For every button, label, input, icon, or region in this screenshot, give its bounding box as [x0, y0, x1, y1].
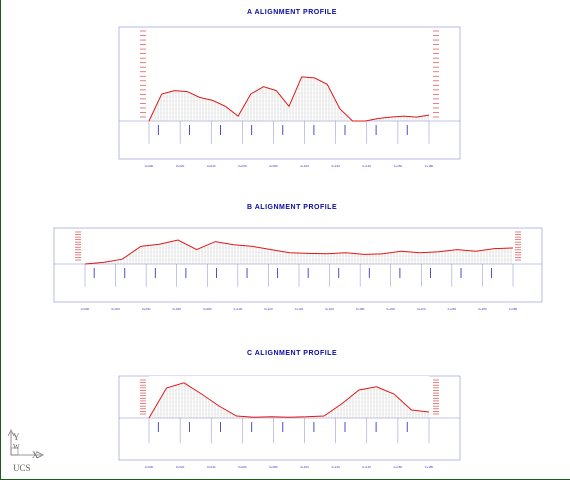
ucs-x-label: X [32, 450, 39, 460]
profile-a-chainage-label: 0+140 [363, 164, 372, 168]
profile-a-frame [118, 26, 461, 160]
profile-b-chainage-label: 0+060 [172, 307, 181, 311]
profile-c-chainage-label: 0+140 [363, 465, 372, 469]
profile-b-chainage-label: 0+160 [325, 307, 334, 311]
profile-c-chainage-label: 0+160 [394, 465, 403, 469]
profile-c-title: C ALIGNMENT PROFILE [247, 350, 338, 357]
profile-c-sky-mask [149, 376, 429, 418]
profile-a-chainage-label: 0+120 [331, 164, 340, 168]
profile-a-chainage-label: 0+160 [394, 164, 403, 168]
profile-a-sky-mask [149, 70, 429, 121]
profile-b-chainage-label: 0+020 [111, 307, 120, 311]
ucs-w-label: W [13, 443, 20, 451]
profile-b-chainage-label: 0+260 [478, 307, 487, 311]
profile-b-chainage-label: 0+080 [203, 307, 212, 311]
profile-c-chainage-label: 0+040 [207, 465, 216, 469]
ucs-y-label: Y [13, 432, 20, 442]
profile-c-chainage-label: 0+000 [145, 465, 154, 469]
profile-b-title: B ALIGNMENT PROFILE [247, 204, 338, 211]
profile-a-chainage-label: 0+080 [269, 164, 278, 168]
profile-b-chainage-label: 0+000 [81, 307, 90, 311]
profile-b-frame [53, 227, 543, 303]
profile-a-chainage-label: 0+000 [145, 164, 154, 168]
profile-b-chainage-label: 0+100 [234, 307, 243, 311]
profile-b-chainage-label: 0+280 [509, 307, 518, 311]
profile-c-chainage-label: 0+020 [176, 465, 185, 469]
profile-b-chainage-label: 0+200 [386, 307, 395, 311]
profile-a-chainage-label: 0+060 [238, 164, 247, 168]
profile-c-chainage-label: 0+120 [331, 465, 340, 469]
profile-a-ground-line [148, 76, 430, 122]
profile-a-title: A ALIGNMENT PROFILE [247, 9, 337, 16]
profile-b-chainage-label: 0+240 [448, 307, 457, 311]
profile-a-chainage-label: 0+020 [176, 164, 185, 168]
profile-b-ground-line [84, 239, 514, 265]
profile-c-chainage-label: 0+080 [269, 465, 278, 469]
profile-a-chainage-label: 0+040 [207, 164, 216, 168]
profile-a-chainage-label: 0+100 [300, 164, 309, 168]
profile-b-chainage-label: 0+140 [295, 307, 304, 311]
ucs-text-label: UCS [13, 463, 31, 473]
profile-c-chainage-label: 0+180 [425, 465, 434, 469]
profile-b-chainage-label: 0+040 [142, 307, 151, 311]
profile-c-chainage-label: 0+100 [300, 465, 309, 469]
profile-b-sky-mask [85, 230, 513, 264]
profile-b-chainage-label: 0+220 [417, 307, 426, 311]
profile-c-ground-line [148, 382, 430, 419]
profile-b-chainage-label: 0+120 [264, 307, 273, 311]
profile-a-chainage-label: 0+180 [425, 164, 434, 168]
profile-b-chainage-label: 0+180 [356, 307, 365, 311]
profile-c-chainage-label: 0+060 [238, 465, 247, 469]
